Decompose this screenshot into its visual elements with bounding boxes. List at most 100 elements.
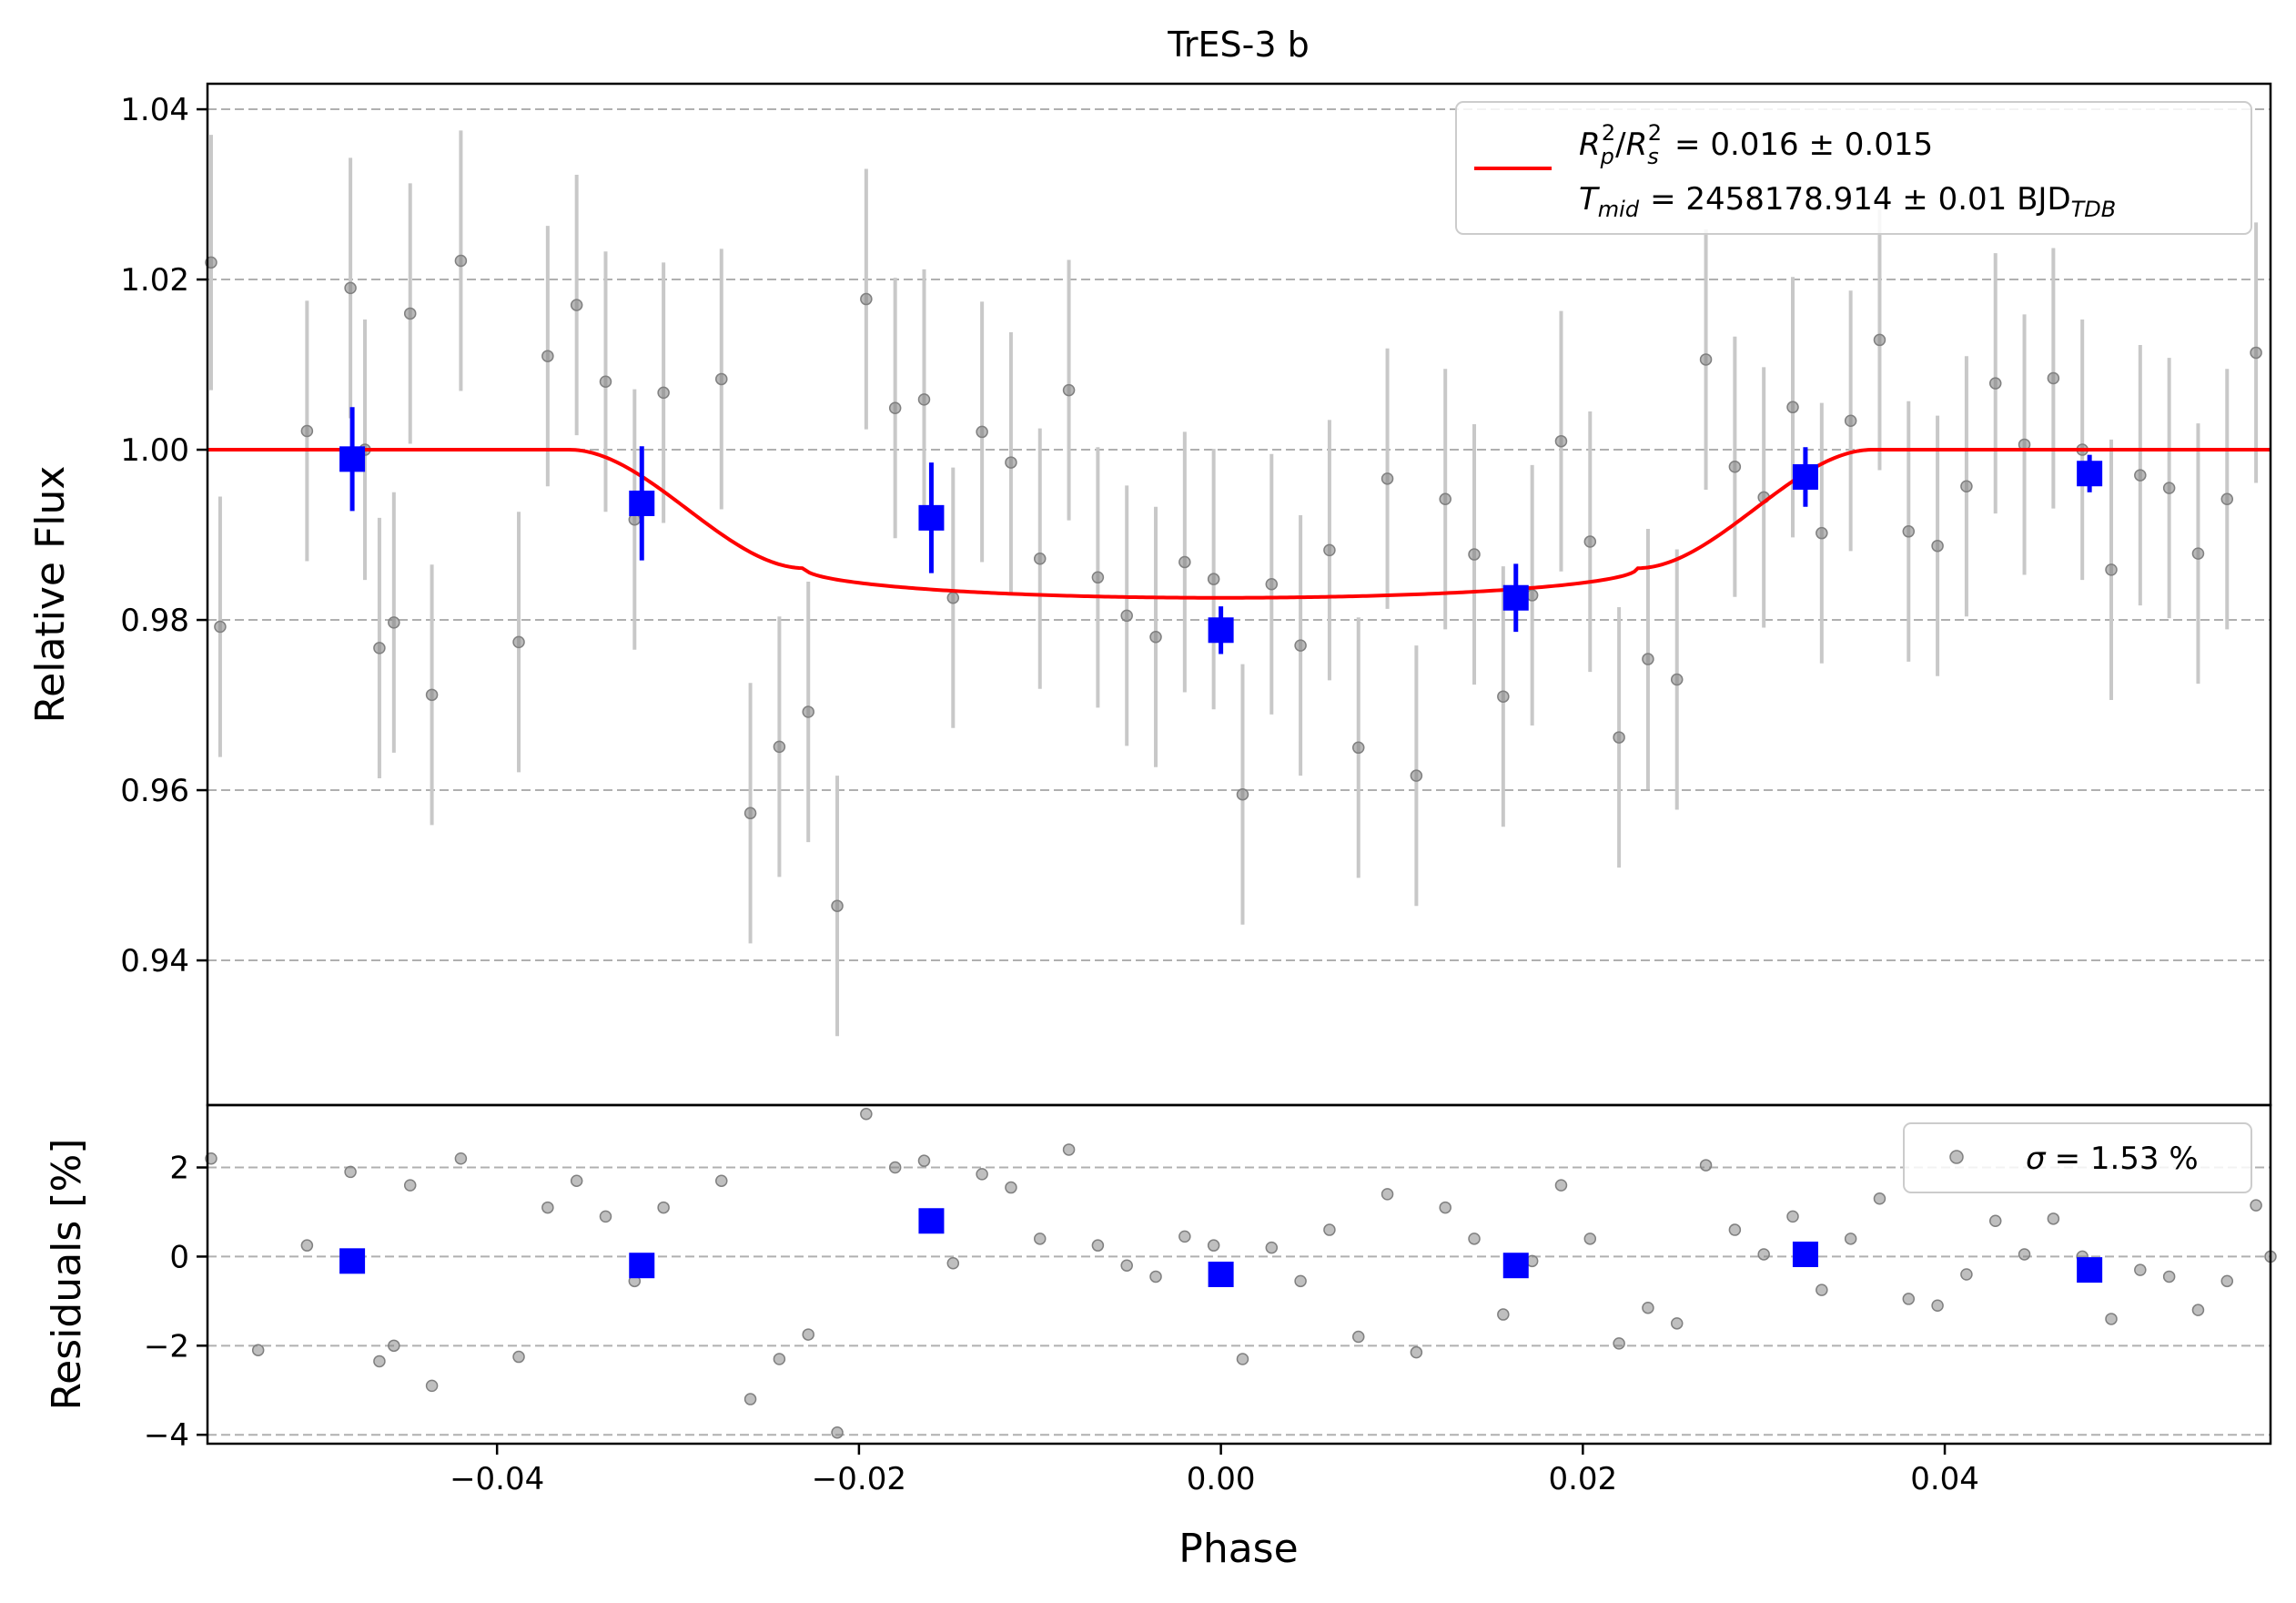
raw-data-point	[2250, 346, 2262, 360]
raw-data-point	[214, 620, 227, 634]
residual-raw-point	[251, 1344, 265, 1356]
residual-raw-point	[1265, 1241, 1279, 1254]
residual-raw-point	[1816, 1283, 1828, 1296]
legend-tdb-sub: TDB	[2071, 197, 2117, 222]
residual-raw-point	[1757, 1248, 1770, 1261]
legend-radius-value: = 0.016 ± 0.015	[1674, 127, 1933, 163]
flux-y-tick-label: 1.04	[120, 92, 189, 128]
flux-legend: Rp2/Rs2 = 0.016 ± 0.015 Tmid = 2458178.914…	[1455, 101, 2252, 235]
phase-x-tick-label: −0.02	[812, 1461, 906, 1497]
raw-data-point	[1294, 639, 1307, 652]
raw-data-point	[1323, 543, 1336, 557]
residuals-y-tick-label: −2	[144, 1328, 189, 1365]
residual-raw-point	[1583, 1233, 1597, 1245]
residual-raw-point	[743, 1393, 757, 1405]
residual-raw-point	[1236, 1353, 1249, 1365]
legend-tmid-value: = 2458178.914 ± 0.01 BJD	[1650, 181, 2071, 218]
residual-raw-point	[1497, 1308, 1510, 1321]
residual-raw-point	[388, 1339, 400, 1353]
residual-binned-point	[918, 1208, 945, 1234]
residual-raw-point	[570, 1174, 583, 1187]
raw-data-point	[1351, 741, 1365, 755]
raw-data-point	[1178, 555, 1191, 569]
residual-binned-point	[1792, 1241, 1818, 1267]
binned-data-point	[339, 446, 366, 472]
residual-raw-point	[1613, 1337, 1625, 1350]
residuals-y-ticks: −4 −2 0 2	[144, 1151, 207, 1454]
raw-data-point	[1642, 653, 1654, 665]
raw-data-point	[1931, 539, 1944, 553]
flux-y-tick-label: 0.98	[120, 603, 189, 639]
residual-binned-point	[1208, 1262, 1234, 1287]
residual-raw-point	[599, 1210, 612, 1223]
flux-y-tick-label: 0.96	[120, 773, 189, 809]
residual-raw-point	[802, 1328, 814, 1341]
residual-raw-point	[831, 1426, 844, 1439]
raw-data-point	[773, 740, 786, 754]
residual-raw-point	[917, 1154, 931, 1167]
residual-raw-point	[1323, 1223, 1336, 1236]
raw-data-point	[300, 424, 314, 438]
flux-binned-points	[339, 407, 2103, 654]
residual-raw-point	[425, 1379, 439, 1393]
raw-data-point	[917, 393, 931, 406]
flux-y-tick-label: 0.94	[120, 943, 189, 979]
raw-data-point	[1816, 526, 1828, 540]
raw-data-point	[1844, 414, 1857, 428]
residual-raw-point	[2018, 1248, 2031, 1261]
raw-data-point	[1149, 631, 1162, 644]
raw-data-point	[743, 807, 757, 820]
raw-data-point	[1988, 377, 2002, 390]
binned-data-point	[1502, 584, 1529, 611]
raw-data-point	[344, 281, 357, 295]
residual-raw-point	[1381, 1188, 1394, 1201]
residuals-y-tick-label: 0	[169, 1239, 189, 1275]
residual-raw-point	[541, 1201, 554, 1214]
raw-data-point	[2191, 547, 2205, 560]
legend-rs-symbol: R	[1626, 127, 1648, 163]
raw-data-point	[454, 254, 468, 268]
residual-binned-point	[629, 1253, 655, 1279]
residual-raw-point	[1149, 1270, 1162, 1283]
raw-data-point	[1034, 552, 1047, 565]
flux-y-tick-label: 1.02	[120, 262, 189, 299]
raw-data-point	[1960, 480, 1973, 493]
raw-data-point	[388, 616, 400, 629]
residuals-legend-box	[1903, 1122, 2252, 1193]
flux-y-tick-label: 1.00	[120, 432, 189, 469]
raw-data-point	[1583, 535, 1597, 548]
raw-data-point	[1699, 353, 1713, 366]
chart-title: TrES-3 b	[1167, 25, 1309, 65]
residuals-axes-frame	[206, 1103, 2272, 1446]
raw-data-point	[1613, 731, 1625, 744]
residual-raw-point	[1091, 1239, 1105, 1252]
residual-raw-point	[1554, 1179, 1568, 1192]
raw-data-point	[2162, 482, 2176, 494]
residual-raw-point	[1844, 1233, 1857, 1245]
residual-raw-point	[1786, 1210, 1799, 1223]
residual-raw-point	[888, 1161, 902, 1174]
phase-x-tick-label: 0.02	[1548, 1461, 1617, 1497]
raw-data-point	[1873, 333, 1886, 347]
residual-raw-point	[1960, 1268, 1973, 1281]
phase-x-axis-label: Phase	[1178, 1526, 1298, 1572]
raw-data-point	[888, 401, 902, 414]
residual-raw-point	[1294, 1274, 1307, 1288]
residual-raw-point	[2220, 1274, 2234, 1288]
residuals-y-axis-label: Residuals [%]	[44, 1139, 90, 1411]
residuals-y-tick-label: −4	[144, 1417, 189, 1454]
raw-data-point	[1236, 787, 1249, 801]
raw-data-point	[802, 705, 814, 718]
flux-panel: 0.94 0.96 0.98 1.00 1.02 1.04 Relative Flux R…	[27, 82, 2272, 1107]
residual-raw-point	[1062, 1143, 1076, 1156]
legend-sigma-value: = 1.53 %	[2055, 1141, 2199, 1177]
raw-data-point	[1005, 456, 1017, 469]
residual-raw-point	[715, 1174, 728, 1187]
raw-data-point	[512, 635, 525, 649]
raw-data-point	[715, 372, 728, 386]
legend-t-symbol: T	[1579, 181, 1600, 218]
phase-x-tick-label: 0.00	[1187, 1461, 1256, 1497]
binned-data-point	[1792, 463, 1818, 490]
residuals-legend-sigma: σ = 1.53 %	[2026, 1141, 2199, 1177]
